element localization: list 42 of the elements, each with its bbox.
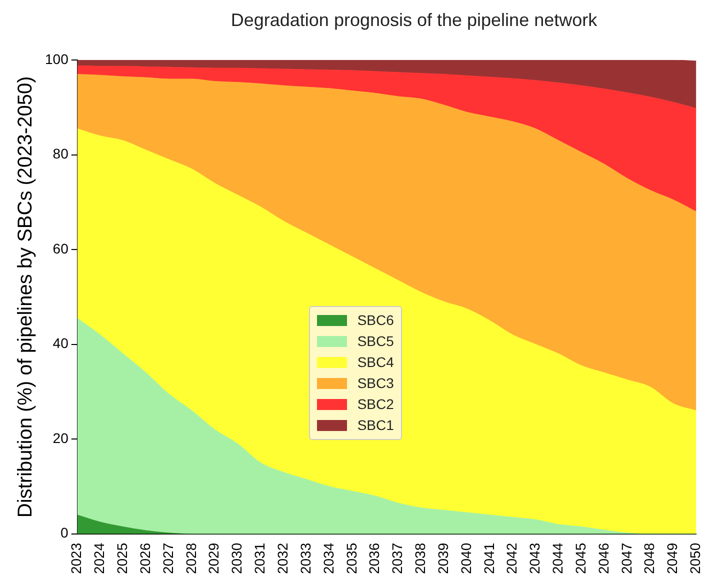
y-tick-label: 100 bbox=[45, 50, 69, 67]
x-tick-label: 2049 bbox=[664, 542, 680, 574]
x-tick-label: 2025 bbox=[114, 542, 130, 574]
x-tick-label: 2044 bbox=[550, 542, 566, 574]
x-tick-label: 2026 bbox=[136, 542, 153, 574]
y-tick-label: 60 bbox=[52, 240, 69, 256]
x-tick-label: 2045 bbox=[572, 542, 588, 574]
x-tick-label: 2030 bbox=[228, 542, 245, 574]
legend-label: SBC6 bbox=[357, 312, 394, 328]
x-tick-label: 2034 bbox=[320, 542, 336, 574]
y-axis-title: Distribution (%) of pipelines by SBCs (2023-2050) bbox=[14, 76, 37, 518]
chart-title: Degradation prognosis of the pipeline network bbox=[230, 10, 598, 31]
x-tick-label: 2035 bbox=[343, 542, 360, 574]
x-tick-label: 2046 bbox=[595, 542, 612, 574]
legend-label: SBC4 bbox=[357, 354, 394, 370]
legend-label: SBC1 bbox=[357, 417, 394, 434]
x-tick-label: 2039 bbox=[434, 542, 451, 574]
x-tick-label: 2036 bbox=[366, 542, 382, 574]
x-tick-label: 2033 bbox=[297, 542, 314, 574]
x-tick-label: 2041 bbox=[480, 542, 497, 574]
x-tick-label: 2027 bbox=[160, 542, 176, 574]
x-tick-label: 2024 bbox=[91, 542, 108, 574]
x-tick-label: 2048 bbox=[641, 542, 658, 574]
x-tick-label: 2032 bbox=[274, 542, 290, 574]
x-tick-label: 2047 bbox=[618, 542, 634, 574]
y-tick-label: 40 bbox=[52, 335, 69, 352]
x-tick-label: 2029 bbox=[206, 542, 222, 574]
x-tick-label: 2040 bbox=[458, 542, 474, 574]
x-tick-label: 2023 bbox=[68, 542, 84, 574]
x-tick-label: 2031 bbox=[252, 542, 268, 574]
x-tick-label: 2038 bbox=[412, 542, 428, 574]
legend-label: SBC3 bbox=[357, 375, 394, 392]
legend-label: SBC2 bbox=[357, 396, 394, 412]
x-tick-label: 2028 bbox=[182, 542, 199, 574]
x-tick-label: 2042 bbox=[504, 542, 520, 574]
x-tick-label: 2037 bbox=[389, 542, 406, 574]
y-tick-label: 80 bbox=[52, 146, 69, 162]
x-tick-label: 2050 bbox=[687, 542, 704, 574]
x-tick-label: 2043 bbox=[526, 542, 543, 574]
y-tick-label: 20 bbox=[52, 430, 69, 446]
y-tick-label: 0 bbox=[60, 524, 69, 541]
legend-label: SBC5 bbox=[357, 333, 394, 350]
